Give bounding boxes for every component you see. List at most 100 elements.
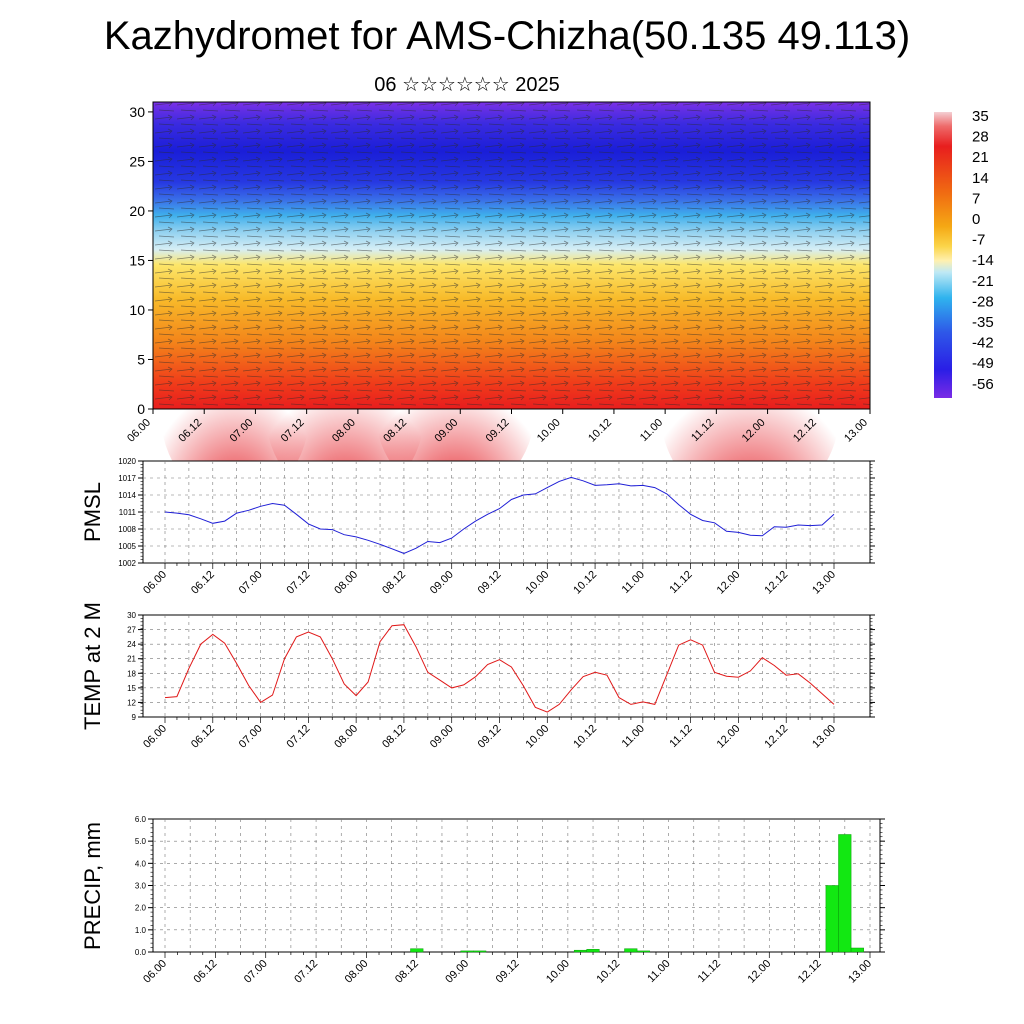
pmsl-ytick-label: 1014 xyxy=(118,491,136,500)
precip-bar xyxy=(410,948,424,953)
colorbar-label: -21 xyxy=(972,273,994,290)
temp-xtick-label: 08.00 xyxy=(332,723,360,751)
pmsl-xtick-label: 07.12 xyxy=(285,569,313,597)
pmsl-xtick-label: 08.00 xyxy=(332,569,360,597)
precip-xtick-label: 09.00 xyxy=(443,958,471,986)
temp-ytick-label: 9 xyxy=(132,713,137,722)
colorbar-label: -49 xyxy=(972,355,994,372)
colorbar-label: -14 xyxy=(972,252,994,269)
precip-xtick-label: 13.00 xyxy=(846,958,874,986)
pmsl-xtick-label: 09.00 xyxy=(428,569,456,597)
colorbar-label: 28 xyxy=(972,129,989,146)
precip-xtick-label: 06.00 xyxy=(141,958,169,986)
temp-xtick-label: 06.12 xyxy=(189,723,217,751)
pmsl-xtick-label: 09.12 xyxy=(476,569,504,597)
precip-xtick-label: 12.00 xyxy=(745,958,773,986)
colorbar-label: -56 xyxy=(972,376,994,393)
pmsl-xtick-label: 11.00 xyxy=(620,569,647,596)
temp-ytick-label: 30 xyxy=(127,611,136,620)
temp-ytick-label: 15 xyxy=(127,684,136,693)
heat-xtick-label: 13.00 xyxy=(842,417,870,445)
pmsl-xtick-label: 13.00 xyxy=(810,569,838,597)
temp-xtick-label: 07.00 xyxy=(237,723,265,751)
colorbar-label: -28 xyxy=(972,293,994,310)
precip-bar xyxy=(825,885,839,953)
colorbar-label: 0 xyxy=(972,211,980,228)
temp-ytick-label: 27 xyxy=(127,626,136,635)
precip-ytick-label: 1.0 xyxy=(135,926,147,935)
precip-xtick-label: 08.12 xyxy=(393,958,421,986)
precip-xtick-label: 08.00 xyxy=(343,958,371,986)
precip-xtick-label: 11.12 xyxy=(696,958,723,985)
precip-ytick-label: 0.0 xyxy=(135,948,147,957)
pmsl-xtick-label: 06.12 xyxy=(189,569,217,597)
heat-ytick-label: 20 xyxy=(129,203,145,219)
pmsl-ytick-label: 1020 xyxy=(118,457,136,466)
temp-xtick-label: 09.00 xyxy=(428,723,456,751)
pmsl-xtick-label: 10.12 xyxy=(571,569,599,597)
pmsl-ytick-label: 1005 xyxy=(118,542,136,551)
temp-ytick-label: 24 xyxy=(127,640,136,649)
temp-xtick-label: 10.12 xyxy=(571,723,599,751)
pmsl-xtick-label: 12.00 xyxy=(715,569,743,597)
heat-ytick-label: 0 xyxy=(137,401,145,417)
precip-ytick-label: 4.0 xyxy=(135,859,147,868)
precip-bar xyxy=(850,947,864,953)
precip-bar xyxy=(838,834,852,953)
pmsl-xtick-label: 08.12 xyxy=(380,569,408,597)
colorbar-label: 21 xyxy=(972,149,989,166)
precip-xtick-label: 10.12 xyxy=(594,958,622,986)
temp-frame xyxy=(142,614,871,718)
temp-ylabel: TEMP at 2 M xyxy=(80,602,105,730)
chart-title: Kazhydromet for AMS-Chizha(50.135 49.113… xyxy=(103,14,911,58)
pmsl-xtick-label: 12.12 xyxy=(762,569,790,597)
heat-ytick-label: 5 xyxy=(137,351,145,367)
heat-ytick-label: 25 xyxy=(129,153,145,169)
heat-ytick-label: 10 xyxy=(129,302,145,318)
pmsl-ytick-label: 1011 xyxy=(119,508,137,517)
heat-xtick-label: 06.00 xyxy=(125,417,153,445)
colorbar: 35 28 21 14 7 0 -7 -14 -21 -28 -35 -42 -49 -56 xyxy=(934,108,994,398)
precip-bar xyxy=(624,948,638,953)
temp-xtick-label: 12.00 xyxy=(715,723,743,751)
precip-xtick-label: 09.12 xyxy=(494,958,522,986)
pmsl-ytick-label: 1008 xyxy=(118,525,136,534)
colorbar-label: 14 xyxy=(972,170,989,187)
temp-xtick-label: 06.00 xyxy=(141,723,169,751)
precip-xtick-label: 12.12 xyxy=(796,958,824,986)
heat-ytick-label: 15 xyxy=(129,252,145,268)
pmsl-ytick-label: 1002 xyxy=(118,559,136,568)
precip-ytick-label: 3.0 xyxy=(135,882,147,891)
pmsl-ytick-label: 1017 xyxy=(118,474,136,483)
precip-xtick-label: 11.00 xyxy=(645,958,672,985)
precip-bar xyxy=(636,950,650,953)
temp-xtick-label: 13.00 xyxy=(810,723,838,751)
pmsl-xtick-label: 07.00 xyxy=(237,569,265,597)
colorbar-label: -7 xyxy=(972,232,985,249)
colorbar-label: -42 xyxy=(972,335,994,352)
temp-xtick-label: 09.12 xyxy=(476,723,504,751)
temp-ytick-label: 12 xyxy=(127,698,136,707)
pmsl-ylabel: PMSL xyxy=(80,482,105,542)
pmsl-series-line xyxy=(164,476,835,554)
heat-ytick-label: 30 xyxy=(129,104,145,120)
colorbar-label: -35 xyxy=(972,314,994,331)
precip-ytick-label: 6.0 xyxy=(135,815,147,824)
temp-xtick-label: 12.12 xyxy=(762,723,790,751)
precip-bar xyxy=(460,950,474,953)
precip-xtick-label: 06.12 xyxy=(192,958,220,986)
pmsl-panel: 1002 1005 1008 1011 1014 1017 1020 06.00 06.12 07… xyxy=(80,457,875,597)
precip-xtick-label: 10.00 xyxy=(544,958,572,986)
temp-series-line xyxy=(164,624,835,713)
heat-xtick-label: 10.00 xyxy=(535,417,563,445)
temp-xtick-label: 07.12 xyxy=(285,723,313,751)
precip-ytick-label: 2.0 xyxy=(135,904,147,913)
precip-xtick-label: 07.00 xyxy=(242,958,270,986)
temp-panel: 9 12 15 18 21 24 27 30 06.00 06.12 07.00 07.12 08.00… xyxy=(80,602,875,751)
wind-barbs xyxy=(153,102,870,409)
precip-bar xyxy=(473,950,487,953)
temp-ytick-label: 18 xyxy=(127,669,136,678)
precip-bar xyxy=(573,949,588,953)
